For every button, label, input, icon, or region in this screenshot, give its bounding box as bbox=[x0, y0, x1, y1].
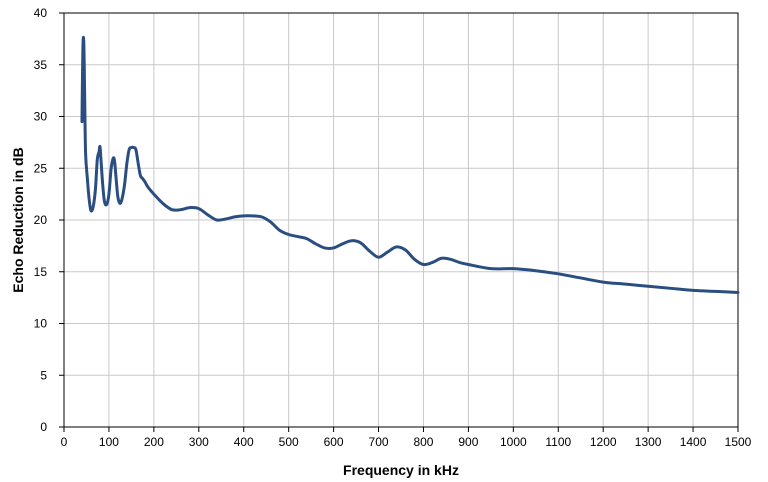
y-tick-label: 5 bbox=[40, 368, 47, 382]
x-tick-label: 800 bbox=[413, 435, 433, 449]
y-tick-label: 0 bbox=[40, 420, 47, 434]
y-tick-label: 40 bbox=[34, 6, 48, 20]
x-tick-label: 700 bbox=[369, 435, 389, 449]
y-tick-label: 35 bbox=[34, 58, 48, 72]
tick-labels: 0 100 200 300 400 500 600 700 800 900 1000 1100 1200… bbox=[34, 6, 752, 449]
x-axis-title: Frequency in kHz bbox=[343, 462, 459, 478]
x-tick-label: 1300 bbox=[635, 435, 662, 449]
y-tick-label: 10 bbox=[34, 317, 48, 331]
series-line-1 bbox=[80, 35, 740, 294]
x-tick-label: 200 bbox=[144, 435, 164, 449]
y-tick-label: 30 bbox=[34, 110, 48, 124]
y-tick-label: 20 bbox=[34, 213, 48, 227]
x-tick-label: 1200 bbox=[590, 435, 617, 449]
y-tick-label: 15 bbox=[34, 265, 48, 279]
x-tick-label: 600 bbox=[324, 435, 344, 449]
x-tick-label: 400 bbox=[234, 435, 254, 449]
axes bbox=[59, 12, 739, 432]
x-tick-label: 500 bbox=[279, 435, 299, 449]
y-tick-label: 25 bbox=[34, 161, 48, 175]
x-tick-label: 1400 bbox=[680, 435, 707, 449]
x-tick-label: 0 bbox=[61, 435, 68, 449]
x-tick-label: 1000 bbox=[500, 435, 527, 449]
series-layer bbox=[80, 35, 740, 294]
y-axis-title: Echo Reduction in dB bbox=[10, 147, 26, 292]
x-tick-label: 100 bbox=[99, 435, 119, 449]
x-tick-label: 1500 bbox=[725, 435, 752, 449]
grid bbox=[64, 12, 739, 427]
x-tick-label: 900 bbox=[458, 435, 478, 449]
x-tick-label: 300 bbox=[189, 435, 209, 449]
x-tick-label: 1100 bbox=[545, 435, 571, 449]
